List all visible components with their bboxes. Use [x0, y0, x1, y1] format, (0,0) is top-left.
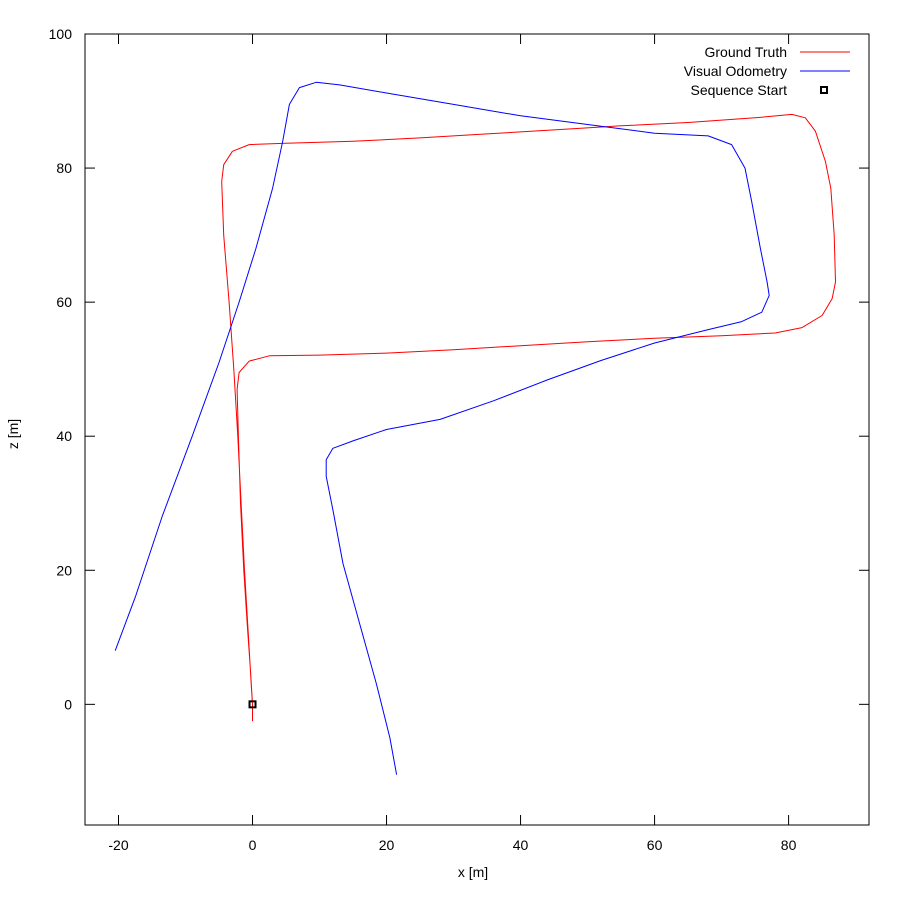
legend-label: Ground Truth: [705, 44, 788, 60]
x-axis-title: x [m]: [458, 864, 488, 880]
series-line-ground-truth: [221, 113, 836, 722]
legend-label: Visual Odometry: [684, 63, 787, 79]
sequence-start-marker: [248, 700, 257, 709]
x-tick-label: 80: [781, 837, 797, 853]
y-tick-label: 100: [49, 26, 73, 42]
x-tick-label: 60: [647, 837, 663, 853]
x-tick-label: 0: [249, 837, 257, 853]
legend: Ground Truth Visual Odometry Sequence Star…: [684, 44, 850, 98]
x-tick-label: 40: [513, 837, 529, 853]
plot-frame: [84, 33, 870, 826]
axis-ticks: -20 0 20 40 60 80 0 20 40 60 80 100: [49, 26, 869, 853]
y-tick-label: 80: [56, 160, 72, 176]
y-axis-title: z [m]: [5, 419, 21, 449]
marker-layer: [248, 700, 257, 709]
x-tick-label: -20: [108, 837, 128, 853]
legend-label: Sequence Start: [690, 82, 787, 98]
legend-swatch-square: [820, 86, 828, 94]
series-layer: [114, 81, 836, 775]
x-tick-label: 20: [379, 837, 395, 853]
y-tick-label: 0: [64, 696, 72, 712]
y-tick-label: 20: [56, 562, 72, 578]
series-line-visual-odometry: [114, 81, 770, 775]
y-tick-label: 40: [56, 428, 72, 444]
y-tick-label: 60: [56, 294, 72, 310]
